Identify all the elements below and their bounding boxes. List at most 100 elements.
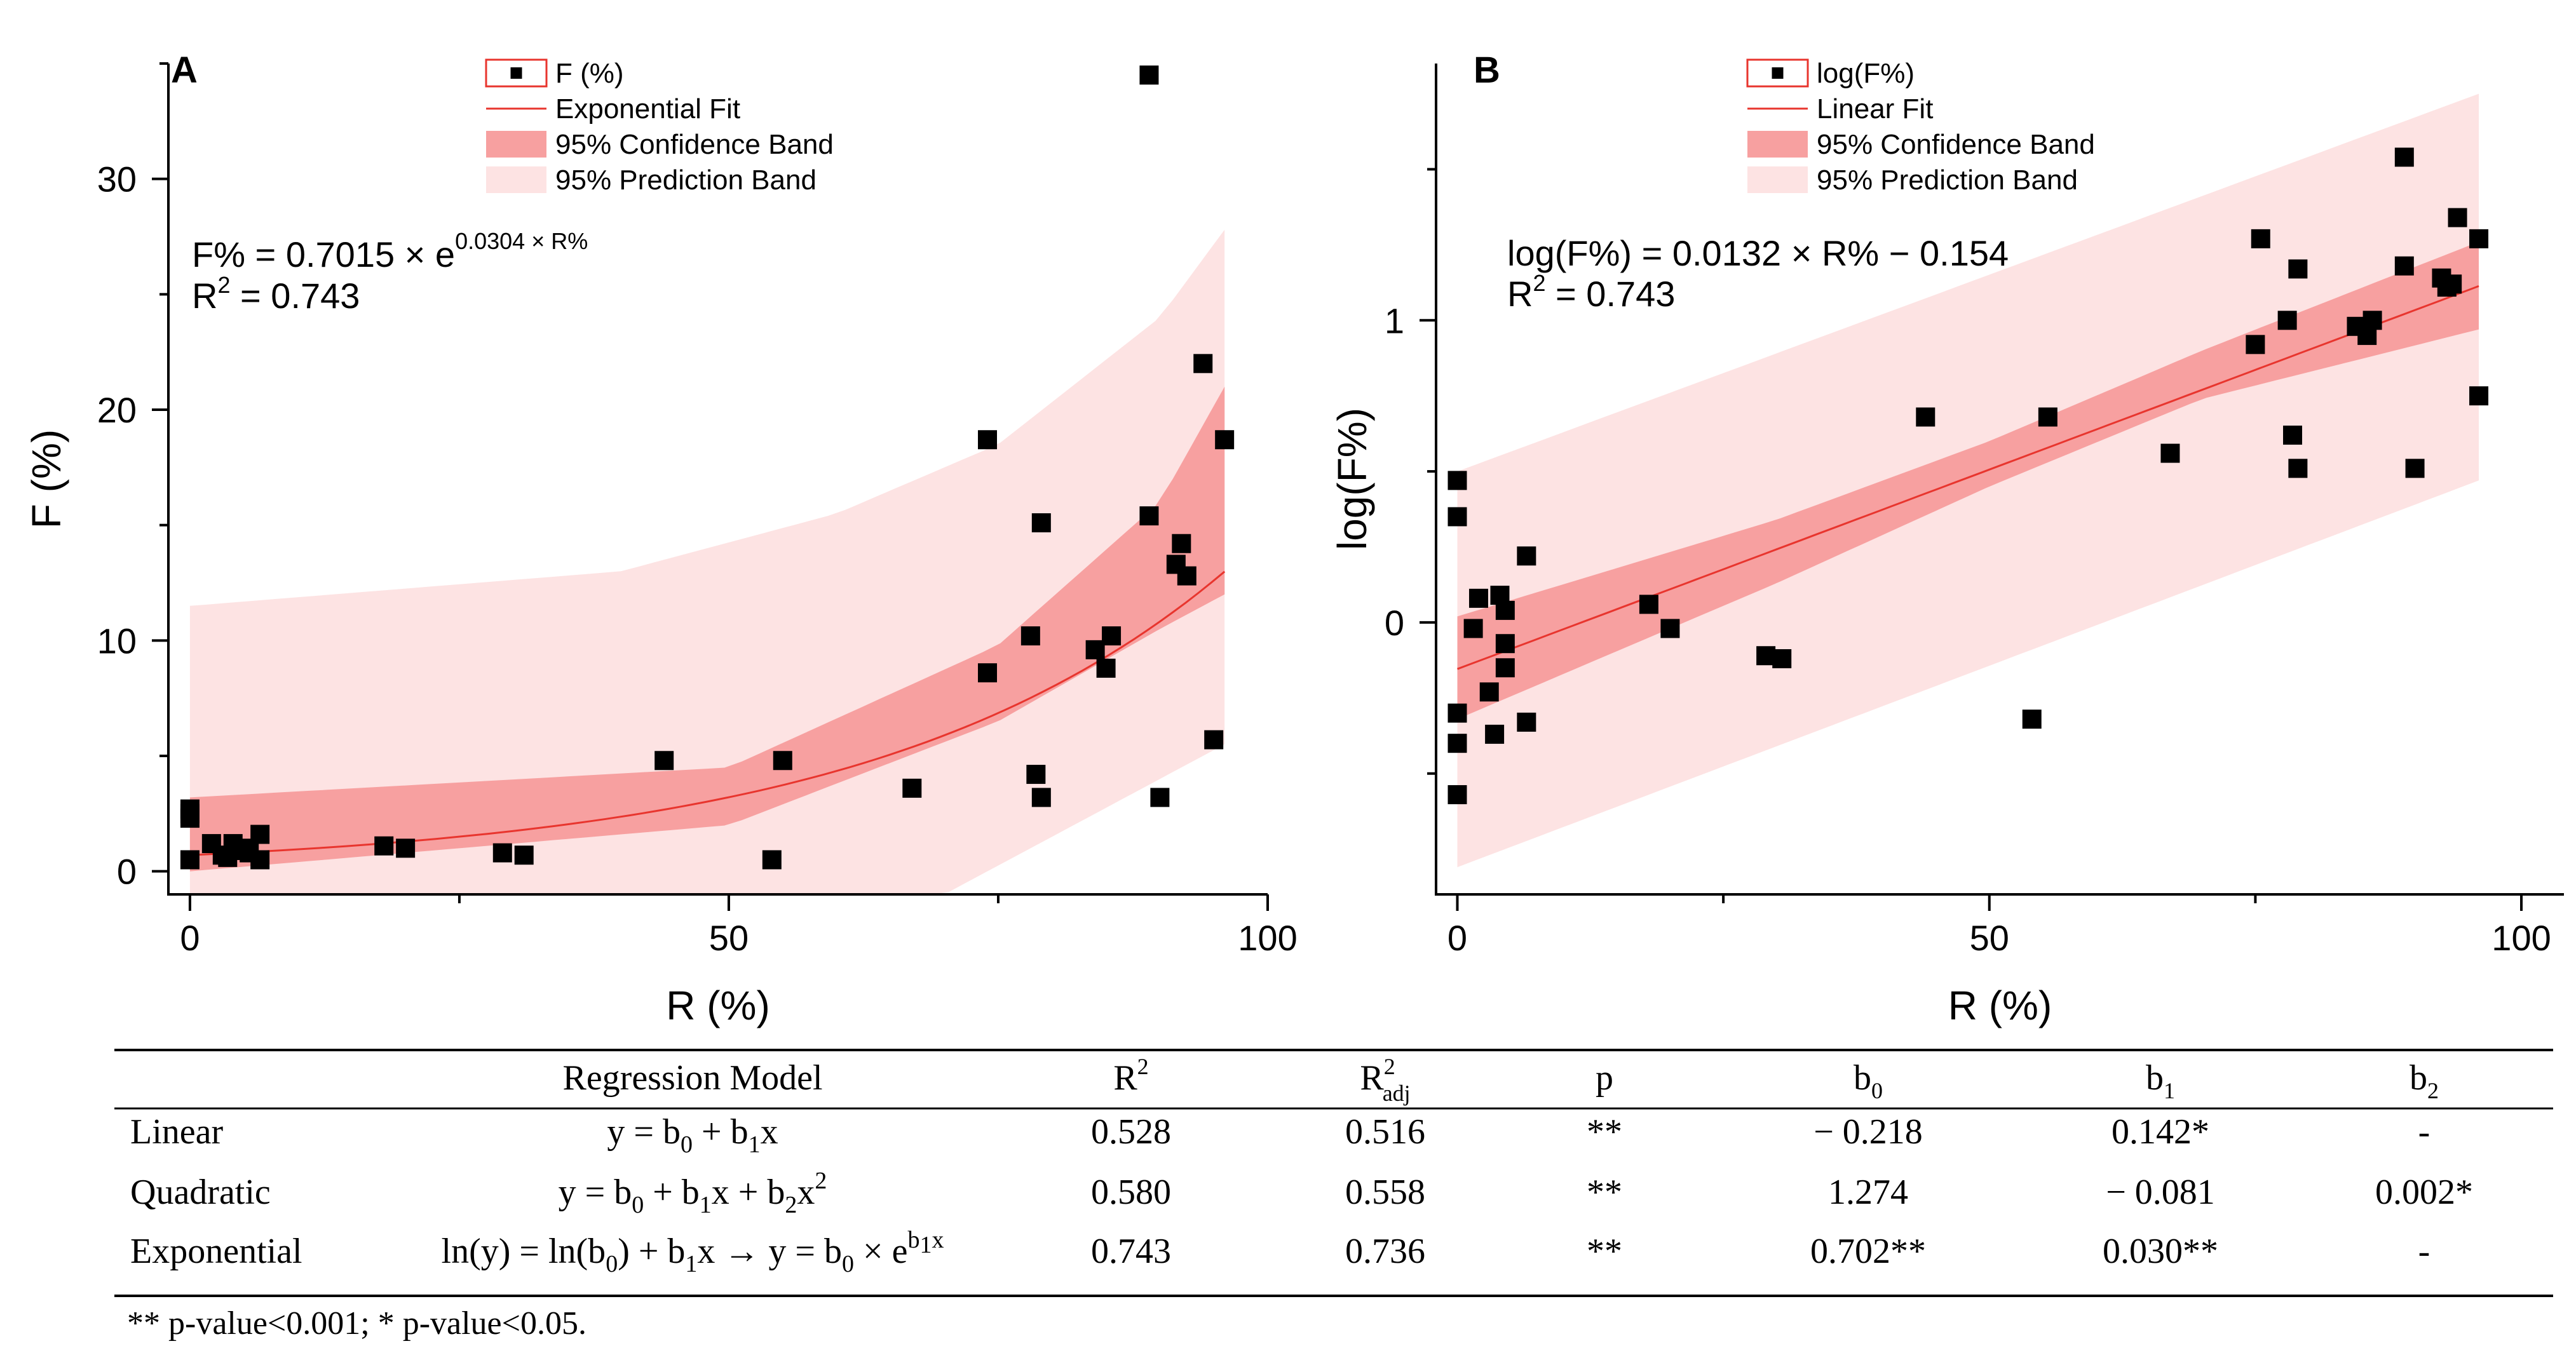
data-point xyxy=(1193,354,1213,374)
formula-part: x xyxy=(797,1173,815,1212)
legend-label: 95% Confidence Band xyxy=(555,129,834,160)
data-point xyxy=(2251,229,2270,248)
x-tick-label: 0 xyxy=(180,918,200,958)
x-tick-label: 50 xyxy=(1970,918,2009,958)
y-tick-label: 20 xyxy=(97,390,137,430)
formula-part: 0 xyxy=(842,1251,854,1277)
table-cell: 0.580 xyxy=(1091,1173,1171,1212)
header-main: Regression Model xyxy=(562,1058,822,1098)
table-cell: − 0.218 xyxy=(1813,1112,1923,1152)
table-cell: - xyxy=(2418,1112,2430,1152)
data-point xyxy=(1102,626,1122,646)
data-point xyxy=(2448,208,2467,227)
data-point xyxy=(2443,274,2462,294)
table-cell: 0.702** xyxy=(1810,1232,1926,1271)
data-point xyxy=(180,850,200,870)
header-main: b xyxy=(2410,1058,2427,1098)
y-tick-label: 1 xyxy=(1385,300,1404,340)
table-row-name: Quadratic xyxy=(130,1173,271,1212)
header-main: R xyxy=(1360,1058,1384,1098)
fit-equation-main: F% = 0.7015 × e xyxy=(192,234,455,274)
fit-line xyxy=(1456,285,2479,670)
legend: log(F%) Linear Fit 95% Confidence Band 95% … xyxy=(1746,58,2095,196)
table-cell: ** xyxy=(1587,1173,1622,1212)
formula-part: x xyxy=(932,1227,944,1253)
formula-part: × e xyxy=(854,1232,907,1271)
r-squared-value: = 0.743 xyxy=(230,276,360,316)
data-point xyxy=(1447,471,1467,490)
data-point xyxy=(1177,566,1196,586)
data-point xyxy=(1215,430,1235,450)
legend-label: 95% Confidence Band xyxy=(1817,129,2095,160)
formula-part: x xyxy=(761,1112,778,1152)
formula-part: b xyxy=(907,1227,919,1253)
formula-part: x + b xyxy=(712,1173,785,1212)
data-point xyxy=(1020,626,1040,646)
table-cell: − 0.081 xyxy=(2106,1173,2215,1212)
table-row-name: Linear xyxy=(130,1112,223,1152)
data-point xyxy=(2277,311,2297,330)
data-point xyxy=(374,836,394,856)
y-tick-label: 30 xyxy=(97,159,137,199)
data-point xyxy=(1756,646,1776,666)
table-header-cell: R2 xyxy=(1113,1054,1148,1098)
formula-part: 2 xyxy=(815,1168,827,1194)
data-point xyxy=(396,838,416,858)
header-sub: 2 xyxy=(2427,1078,2439,1103)
panel-a-chart: 0 50 100 0 10 20 30 R (%) F (%) A F (%) Exponential… xyxy=(24,50,1298,1028)
table-cell: 0.736 xyxy=(1345,1232,1425,1271)
data-point xyxy=(2469,229,2489,248)
fit-equation: log(F%) = 0.0132 × R% − 0.154 xyxy=(1507,233,2009,273)
table-header-cell: b2 xyxy=(2410,1058,2439,1103)
legend: F (%) Exponential Fit 95% Confidence Band 9… xyxy=(485,58,834,196)
data-point xyxy=(2469,386,2489,406)
formula-part: 1 xyxy=(749,1131,761,1158)
fit-equation: F% = 0.7015 × e0.0304 × R% xyxy=(192,228,588,274)
formula-part: ln(y) = ln(b xyxy=(442,1232,606,1271)
legend-label: Linear Fit xyxy=(1817,93,1933,125)
table-header-cell: b1 xyxy=(2146,1058,2175,1103)
formula-part: 0 xyxy=(681,1131,693,1158)
formula-part: + b xyxy=(693,1112,749,1152)
x-axis-title: R (%) xyxy=(666,983,770,1028)
formula-part: y = b xyxy=(607,1112,681,1152)
data-point xyxy=(2282,426,2302,445)
y-tick-label: 10 xyxy=(97,621,137,661)
formula-part: 0 xyxy=(632,1192,644,1218)
header-sup: 2 xyxy=(1137,1054,1149,1079)
data-point xyxy=(250,825,270,844)
y-tick-label: 0 xyxy=(117,852,137,892)
formula-part: ) + b xyxy=(618,1232,685,1271)
x-tick-label: 100 xyxy=(1238,918,1297,958)
data-point xyxy=(1495,634,1515,654)
data-point xyxy=(978,430,998,450)
table-row-name: Exponential xyxy=(130,1232,302,1271)
legend-swatch-prediction xyxy=(486,166,546,193)
x-tick-label: 0 xyxy=(1447,918,1467,958)
data-point xyxy=(1495,658,1515,678)
table-header-cell: p xyxy=(1596,1058,1613,1098)
data-point xyxy=(2362,311,2382,330)
formula-part: + b xyxy=(644,1173,700,1212)
formula-part: x → y = b xyxy=(697,1232,842,1271)
header-main: p xyxy=(1596,1058,1613,1098)
fit-equation-main: log(F%) = 0.0132 × R% − 0.154 xyxy=(1507,233,2009,273)
header-main: b xyxy=(2146,1058,2164,1098)
table-footnote: ** p-value<0.001; * p-value<0.05. xyxy=(127,1305,586,1342)
data-point xyxy=(2038,407,2057,427)
data-point xyxy=(2405,459,2425,478)
table-cell: 0.142* xyxy=(2112,1112,2209,1152)
r-squared-label: R xyxy=(1507,274,1533,314)
x-tick-label: 50 xyxy=(709,918,749,958)
y-tick-label: 0 xyxy=(1385,603,1404,643)
model-formula: y = b0 + b1x xyxy=(607,1112,778,1158)
data-point xyxy=(762,850,782,870)
data-point xyxy=(1660,619,1680,638)
data-point xyxy=(2288,259,2308,279)
data-point xyxy=(1172,534,1191,553)
data-point xyxy=(654,751,674,771)
legend-label: Exponential Fit xyxy=(555,93,740,125)
r-squared: R2 = 0.743 xyxy=(192,272,360,316)
r-squared: R2 = 0.743 xyxy=(1507,270,1675,314)
